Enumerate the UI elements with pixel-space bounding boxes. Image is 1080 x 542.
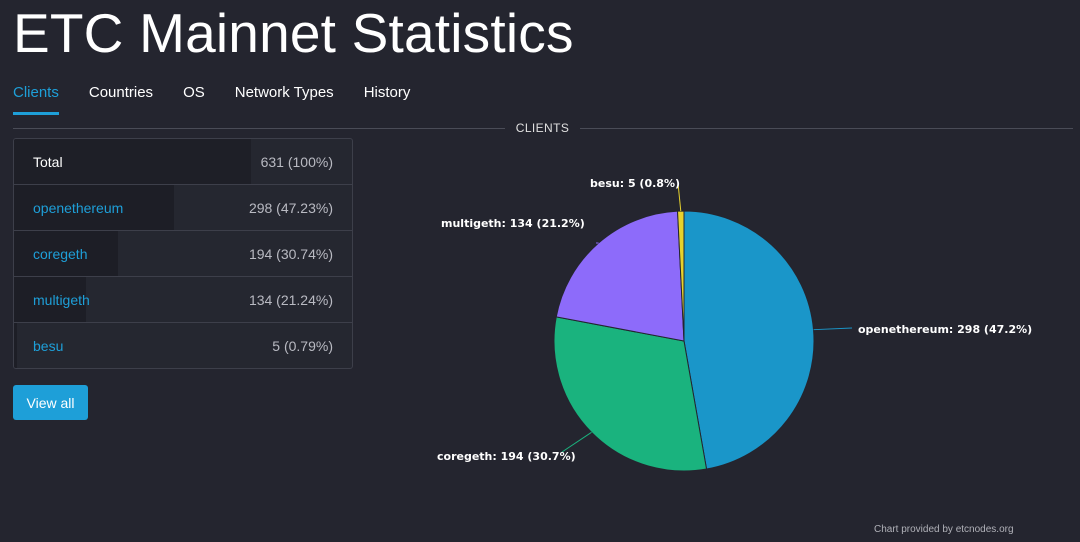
tab-history[interactable]: History xyxy=(363,84,411,101)
row-share-bar xyxy=(14,277,86,322)
chart-credit: Chart provided by etcnodes.org xyxy=(874,524,1014,535)
table-row-total: Total 631 (100%) xyxy=(14,139,352,185)
table-row: openethereum 298 (47.23%) xyxy=(14,185,352,231)
section-label: CLIENTS xyxy=(515,121,570,135)
row-value: 631 (100%) xyxy=(260,153,333,170)
pie-slice-coregeth[interactable] xyxy=(553,316,708,472)
row-label: Total xyxy=(33,153,63,170)
row-value: 134 (21.24%) xyxy=(248,291,333,308)
client-link-coregeth[interactable]: coregeth xyxy=(33,245,88,262)
page-title: ETC Mainnet Statistics xyxy=(13,2,574,64)
section-divider-right xyxy=(580,128,1073,129)
tab-bar: Clients Countries OS Network Types Histo… xyxy=(13,84,440,115)
row-share-bar xyxy=(14,139,251,184)
tab-os[interactable]: OS xyxy=(183,84,205,101)
row-value: 5 (0.79%) xyxy=(272,337,333,354)
table-row: multigeth 134 (21.24%) xyxy=(14,277,352,323)
row-share-bar xyxy=(14,323,17,368)
row-value: 298 (47.23%) xyxy=(248,199,333,216)
pie-slice-openethereum[interactable] xyxy=(683,210,815,470)
clients-table: Total 631 (100%) openethereum 298 (47.23… xyxy=(13,138,353,369)
pie-slice-multigeth[interactable] xyxy=(555,210,685,342)
row-share-bar xyxy=(14,231,118,276)
pie-label-openethereum: openethereum: 298 (47.2%) xyxy=(858,323,1032,336)
tab-countries[interactable]: Countries xyxy=(88,84,154,101)
table-row: besu 5 (0.79%) xyxy=(14,323,352,368)
pie-label-besu: besu: 5 (0.8%) xyxy=(590,177,680,190)
section-divider-left xyxy=(13,128,505,129)
client-link-openethereum[interactable]: openethereum xyxy=(33,199,124,216)
tab-network-types[interactable]: Network Types xyxy=(234,84,334,101)
client-link-besu[interactable]: besu xyxy=(33,337,64,354)
table-row: coregeth 194 (30.74%) xyxy=(14,231,352,277)
client-link-multigeth[interactable]: multigeth xyxy=(33,291,90,308)
row-share-bar xyxy=(14,185,174,230)
pie-label-coregeth: coregeth: 194 (30.7%) xyxy=(437,450,576,463)
tab-clients[interactable]: Clients xyxy=(13,84,59,115)
pie-connector-coregeth xyxy=(561,431,592,453)
pie-connector-besu xyxy=(677,182,682,212)
view-all-button[interactable]: View all xyxy=(13,385,88,420)
pie-connector-openethereum xyxy=(813,327,853,331)
row-value: 194 (30.74%) xyxy=(248,245,333,262)
pie-label-multigeth: multigeth: 134 (21.2%) xyxy=(441,217,585,230)
